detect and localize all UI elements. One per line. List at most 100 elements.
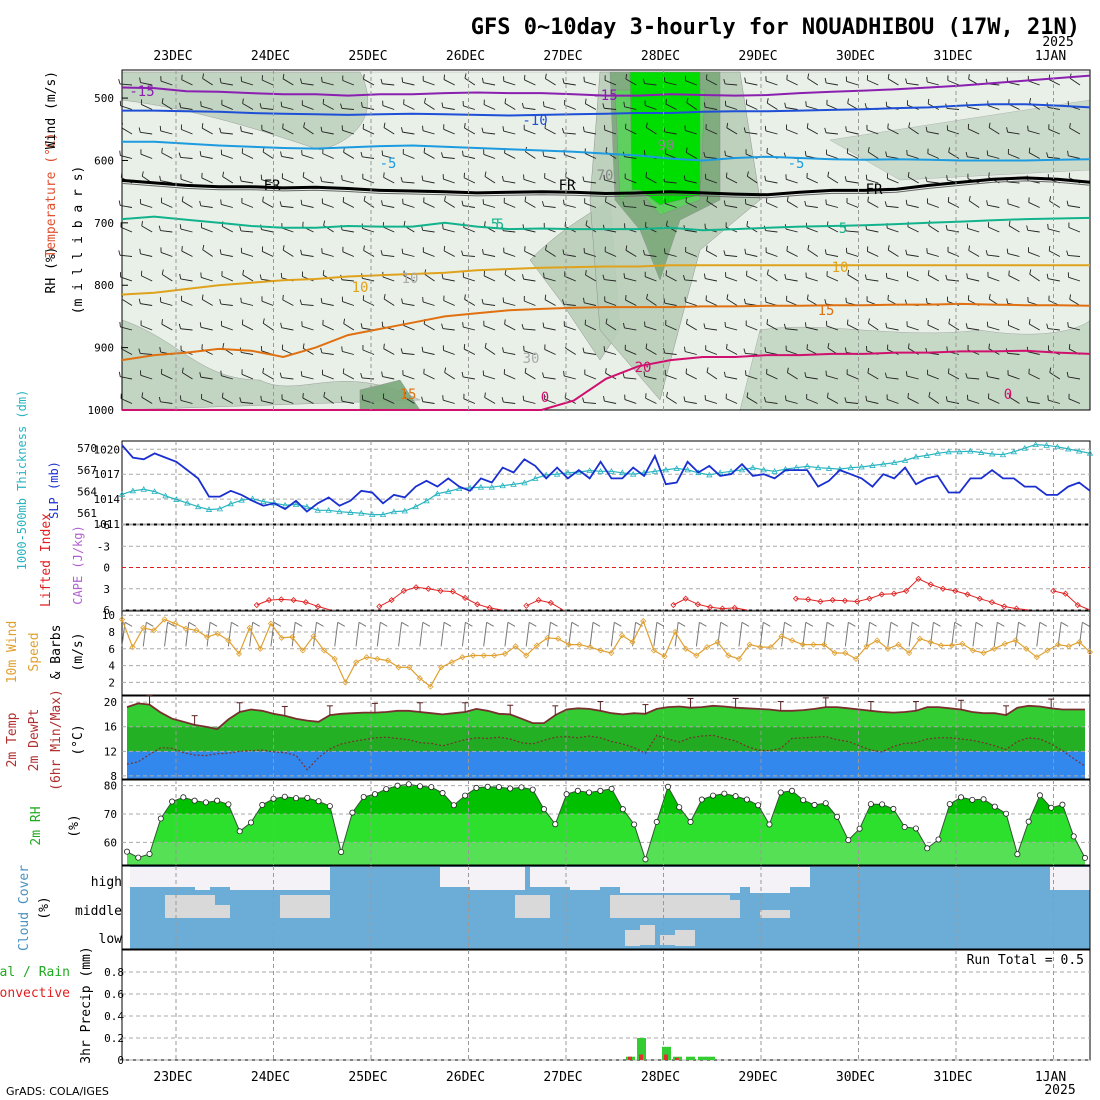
thickness-point (140, 486, 147, 492)
bottom-date-label: 27DEC (543, 1070, 582, 1085)
wind-speed-point (384, 657, 391, 664)
wind-barb (383, 348, 395, 355)
wind-barb (402, 81, 415, 86)
wind-barb (303, 126, 314, 135)
wind-barb (321, 131, 334, 135)
wind-barb (443, 178, 455, 184)
rh-point (349, 809, 356, 816)
rh-point (743, 796, 750, 803)
wind-tick-label: 2 (108, 676, 115, 689)
wind-barb (867, 201, 879, 208)
wind-barb-flag (683, 396, 686, 402)
wind-barb-flag (723, 250, 726, 256)
wind-barb-flag (302, 171, 305, 178)
wind-barb-flag (403, 220, 406, 226)
wind-barb (1007, 203, 1020, 208)
wind-barb-flag (786, 196, 789, 202)
wind-speed-point (448, 659, 455, 666)
cloud-mid-patch (760, 910, 790, 918)
wind-barb-flag (988, 343, 990, 349)
wind-barb (322, 153, 334, 159)
wind-barb-flag (423, 147, 426, 153)
wind-barb (120, 326, 133, 331)
wind-barb-flag (442, 223, 444, 229)
wind-speed-point (267, 620, 274, 627)
rh-point (394, 782, 401, 789)
rh-shading (629, 71, 701, 206)
wind-barb (907, 325, 919, 331)
wind-barb-flag (824, 77, 827, 84)
wind-barb-flag (201, 123, 204, 129)
wind-barb (967, 156, 980, 159)
wind-barb (1027, 351, 1040, 355)
wind-barb (746, 104, 758, 110)
wind-barb (987, 105, 1000, 110)
wind-barb (423, 202, 435, 208)
thickness-point (162, 492, 169, 499)
wind-barb (584, 81, 597, 86)
label-temperature: Temperature (°C) (44, 132, 59, 257)
wind-barb (685, 251, 697, 257)
cloud-high-patch (210, 867, 230, 887)
wind-barb (745, 374, 758, 380)
thickness-point (651, 467, 659, 474)
rh-point (1070, 833, 1077, 840)
wind-barb (907, 397, 919, 404)
wind-barb-flag (846, 319, 849, 325)
wind-speed-point (427, 683, 434, 690)
cloud-mid-patch (515, 895, 550, 918)
wind-barb (483, 153, 496, 159)
wind-barb-flag (663, 298, 666, 304)
wind-barb (180, 107, 193, 110)
wind-barb (664, 302, 677, 306)
wind-barb (604, 400, 617, 404)
wind-barb (342, 80, 355, 86)
wind-barb (524, 79, 536, 86)
surface-wind-barb-flag (316, 621, 324, 627)
wind-barb (908, 126, 919, 135)
wind-barb (907, 154, 919, 159)
thickness-point (194, 503, 202, 510)
wind-barb (281, 205, 294, 208)
wind-barb (221, 203, 233, 208)
wind-barb-flag (421, 175, 424, 181)
label-rh: RH (%) (44, 247, 59, 294)
wind-barb-flag (867, 196, 869, 202)
pressure-tick-label: 1000 (88, 404, 115, 417)
label-precip: 3hr Precip (mm) (79, 946, 94, 1063)
wind-barb-flag (887, 294, 889, 300)
thickness-point (238, 496, 245, 503)
wind-barb-flag (907, 343, 910, 349)
wind-barb-flag (966, 273, 968, 279)
wind-barb-flag (138, 348, 141, 354)
wind-barb (967, 327, 980, 331)
rh-tick-label: 70 (104, 808, 117, 821)
surface-wind-barb-flag (486, 621, 494, 627)
wind-barb (1048, 79, 1061, 86)
wind-barb-flag (686, 318, 688, 324)
wind-barb (947, 251, 960, 257)
li-point (535, 597, 542, 604)
wind-barb (624, 156, 637, 159)
wind-barb-flag (905, 249, 908, 255)
wind-barb-flag (462, 322, 464, 328)
wind-barb-flag (844, 176, 847, 182)
wind-barb-flag (159, 125, 162, 131)
wind-barb-flag (885, 322, 888, 328)
li-point (437, 587, 444, 594)
wind-barb-flag (1066, 250, 1069, 256)
wind-barb-flag (723, 371, 726, 377)
wind-barb-flag (563, 370, 565, 376)
wind-barb (524, 250, 536, 257)
rh-point (1036, 792, 1043, 799)
wind-barb (685, 351, 697, 355)
thickness-point (1075, 447, 1083, 454)
wind-barb (664, 131, 677, 135)
label-cape: CAPE (J/kg) (71, 525, 85, 604)
wind-barb (523, 107, 536, 110)
precip-total-bar (686, 1056, 695, 1060)
wind-barb (342, 179, 354, 184)
wind-barb (483, 132, 496, 135)
wind-barb (362, 228, 375, 233)
